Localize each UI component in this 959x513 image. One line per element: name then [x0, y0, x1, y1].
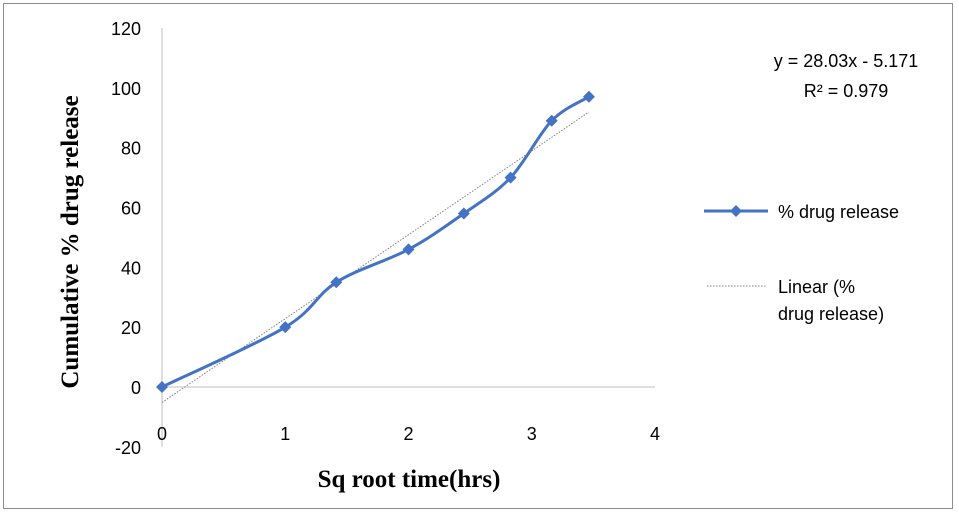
- x-tick-label: 0: [157, 424, 167, 444]
- trendline-equation: y = 28.03x - 5.171: [774, 51, 919, 71]
- data-points: [156, 90, 595, 393]
- data-point: [402, 243, 415, 256]
- tick-labels: -20 0 20 40 60 80 100 120 0 1 2 3 4: [111, 19, 660, 458]
- trendline-group: [161, 111, 590, 403]
- y-tick-label: 80: [121, 139, 141, 159]
- legend-trendline-label: Linear (% drug release): [778, 277, 884, 324]
- y-tick-label: 120: [111, 19, 141, 39]
- y-tick-label: 100: [111, 79, 141, 99]
- x-tick-label: 3: [527, 424, 537, 444]
- trendline: [161, 111, 590, 403]
- series-line: [161, 95, 590, 389]
- legend-series-marker: [730, 205, 742, 217]
- data-point: [504, 171, 517, 184]
- data-point: [582, 90, 595, 103]
- y-tick-label: 0: [131, 378, 141, 398]
- y-tick-label: -20: [115, 438, 141, 458]
- data-point: [156, 381, 168, 393]
- data-point: [457, 207, 470, 220]
- y-tick-label: 60: [121, 199, 141, 219]
- chart-svg: -20 0 20 40 60 80 100 120 0 1 2 3 4 Cumulative % dru…: [57, 19, 919, 493]
- x-tick-label: 2: [403, 424, 413, 444]
- axes: [161, 28, 655, 447]
- y-tick-label: 40: [121, 258, 141, 278]
- x-tick-label: 1: [280, 424, 290, 444]
- data-point: [330, 276, 343, 289]
- data-point: [279, 321, 292, 334]
- y-tick-label: 20: [121, 318, 141, 338]
- x-tick-label: 4: [650, 424, 660, 444]
- legend-trendline-label-line2: drug release): [778, 304, 884, 324]
- y-axis-title: Cumulative % drug release: [57, 95, 84, 388]
- trendline-r-squared: R² = 0.979: [804, 81, 889, 101]
- x-axis-title: Sq root time(hrs): [318, 466, 501, 493]
- chart-frame: -20 0 20 40 60 80 100 120 0 1 2 3 4 Cumulative % dru…: [3, 3, 953, 509]
- legend: % drug release Linear (% drug release): [704, 202, 899, 324]
- legend-trendline-label-line1: Linear (%: [778, 277, 855, 297]
- legend-series-label: % drug release: [778, 202, 899, 222]
- data-point: [545, 114, 558, 127]
- series-group: [161, 95, 590, 389]
